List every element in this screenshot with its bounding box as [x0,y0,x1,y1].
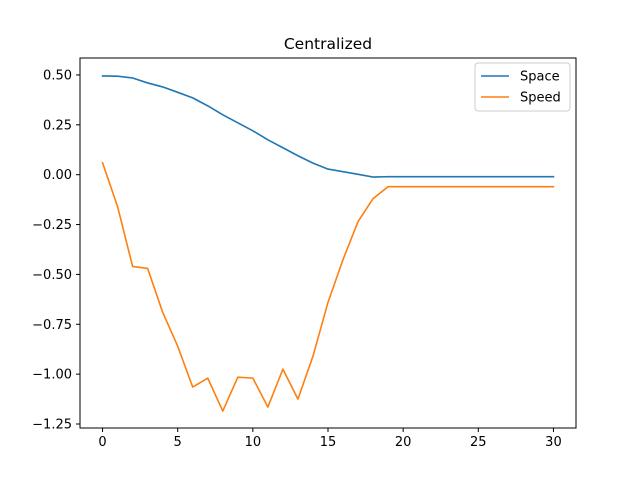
y-tick-label: 0.25 [43,118,72,133]
legend-label-speed: Speed [520,91,561,106]
y-tick-label: −1.00 [32,368,72,383]
series-line-space [101,75,555,178]
x-tick-label: 15 [320,435,337,450]
legend-label-space: Space [520,70,560,85]
y-tick-label: −0.50 [32,268,72,283]
x-tick-label: 10 [245,435,262,450]
x-tick-label: 5 [174,435,182,450]
x-tick-label: 30 [545,435,562,450]
x-axis: 0 5 10 15 20 25 30 [98,428,562,450]
series-layer [101,75,555,412]
x-tick-label: 20 [395,435,412,450]
y-tick-label: 0.00 [43,168,72,183]
y-tick-label: −0.25 [32,218,72,233]
legend-box [474,62,571,112]
y-axis: 0.50 0.25 0.00 −0.25 −0.50 −0.75 −1.00 −1.25 [32,68,80,433]
x-tick-label: 0 [98,435,106,450]
legend: Space Speed [474,62,571,112]
chart-title: Centralized [284,35,372,53]
y-tick-label: 0.50 [43,68,72,83]
y-tick-label: −0.75 [32,318,72,333]
y-tick-label: −1.25 [32,418,72,433]
x-tick-label: 25 [470,435,487,450]
series-line-speed [101,161,555,412]
